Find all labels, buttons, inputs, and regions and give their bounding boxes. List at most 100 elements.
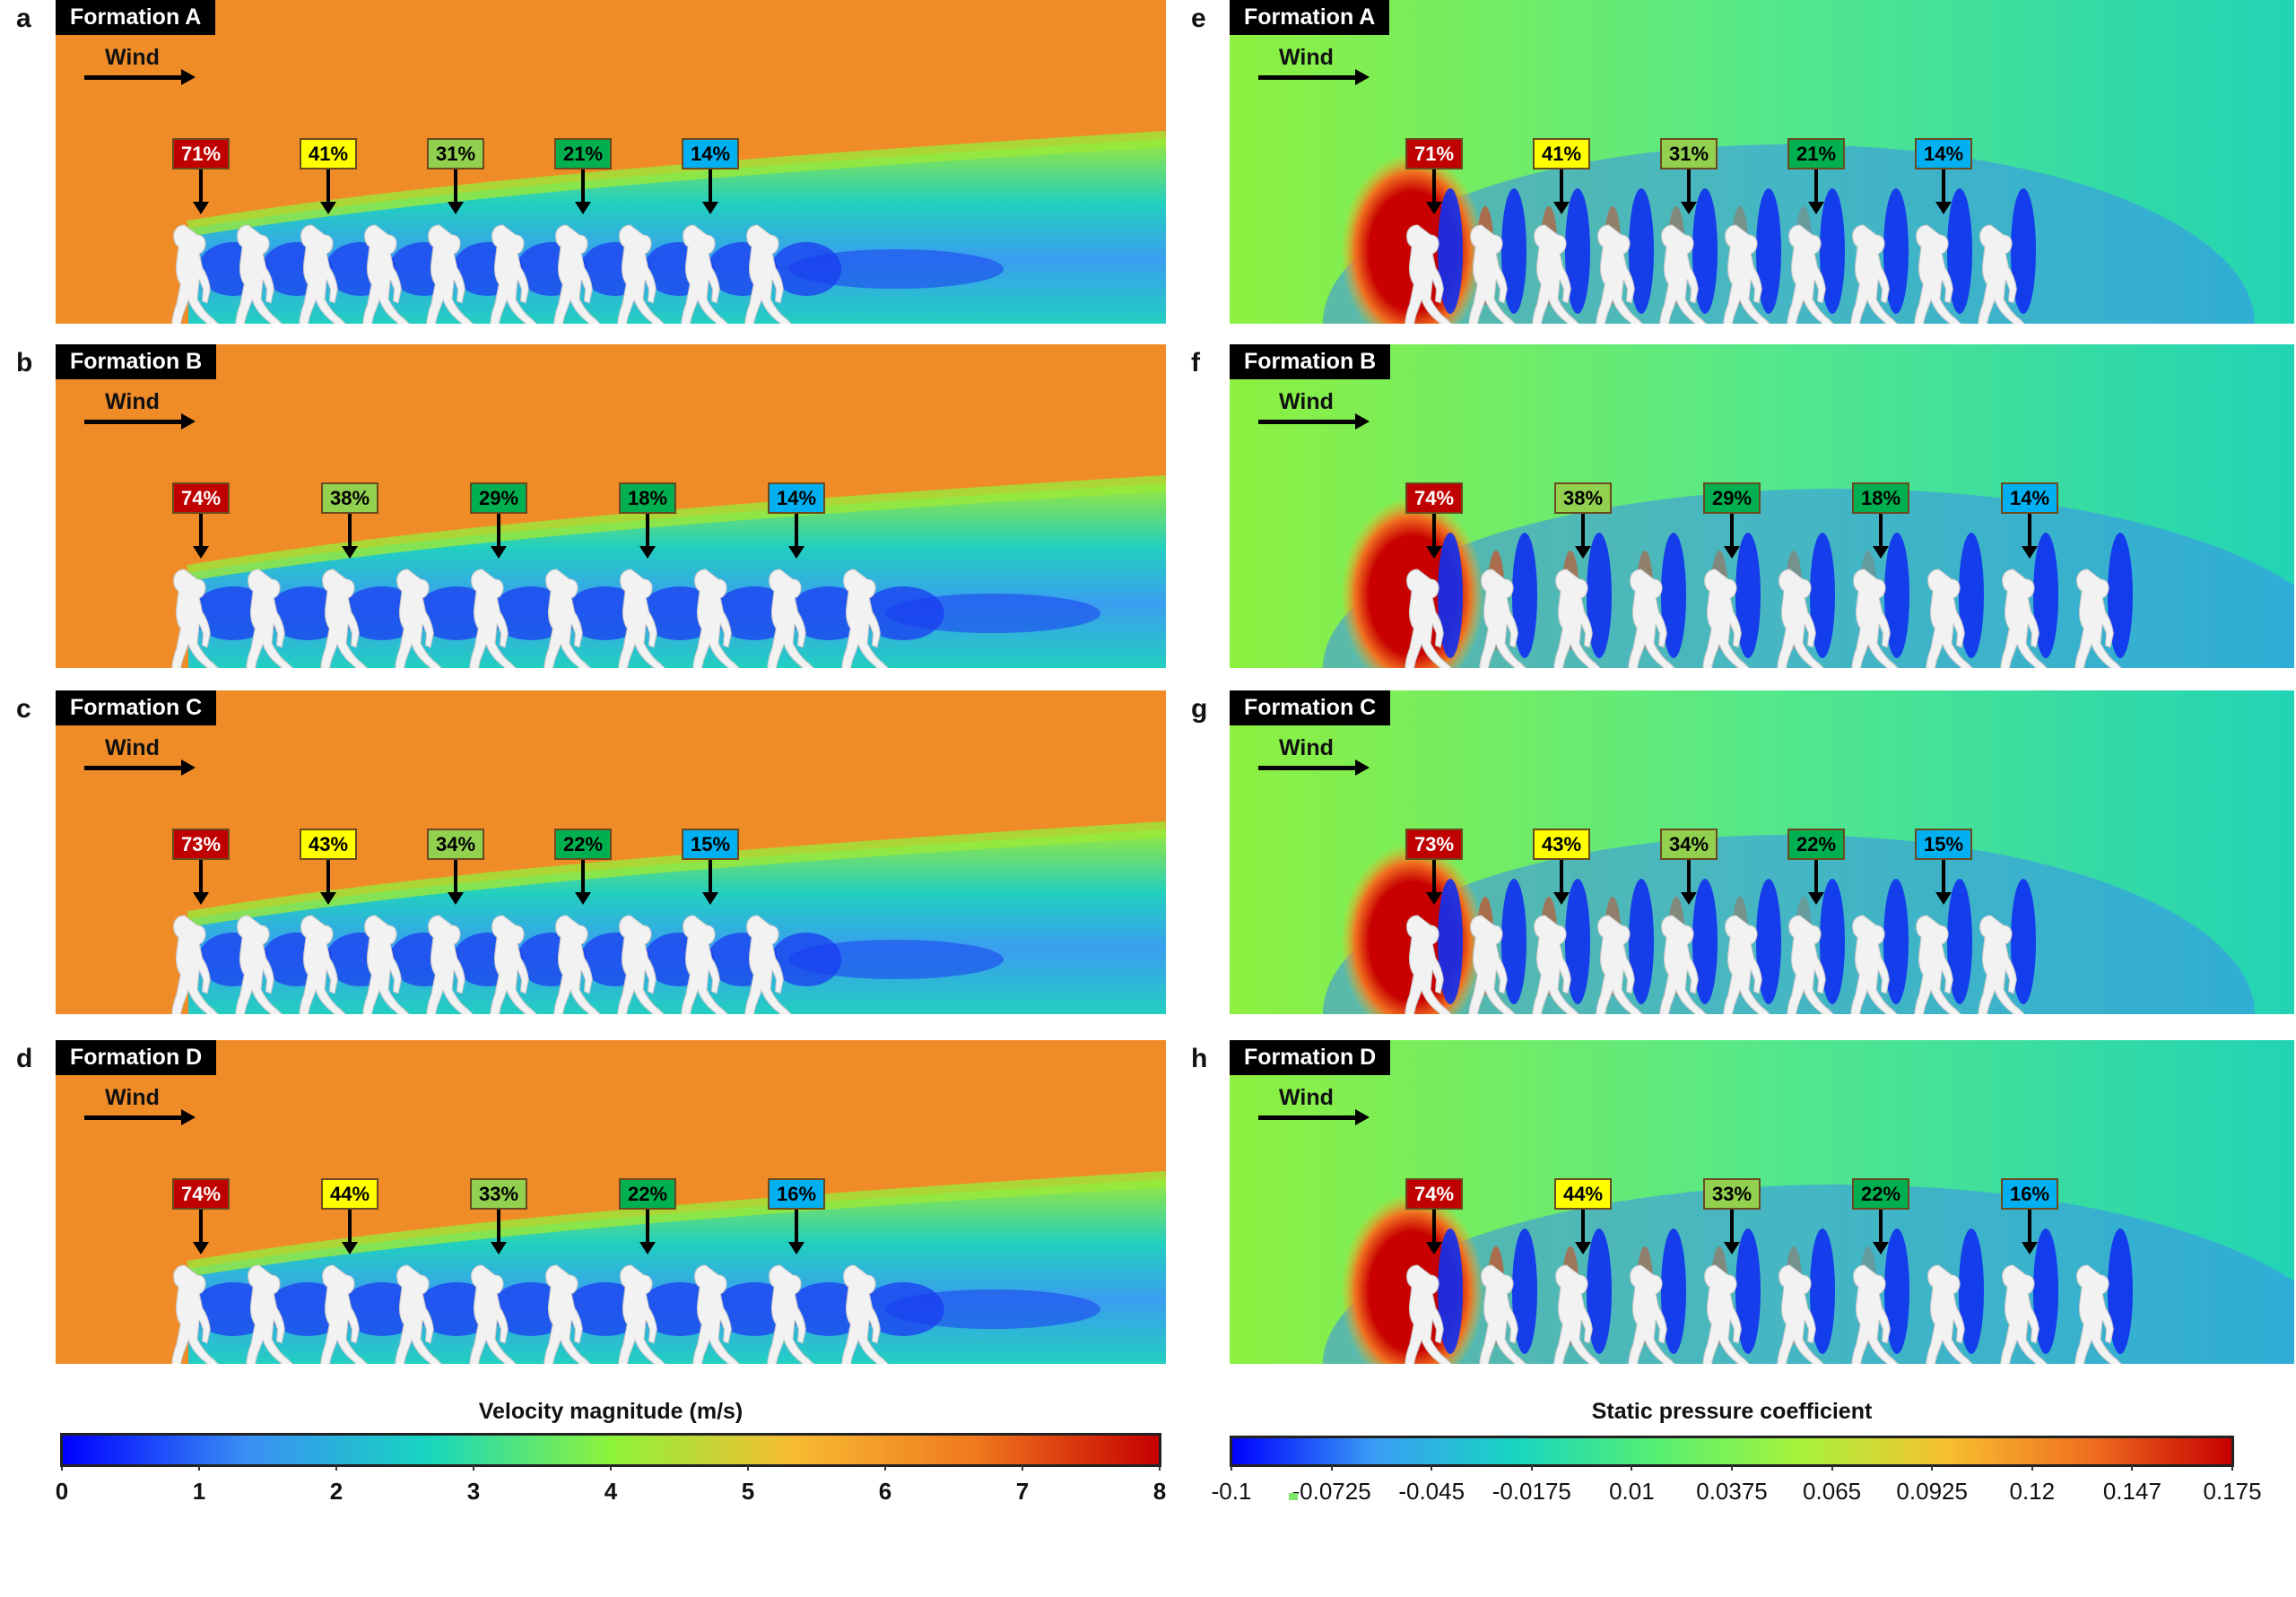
velocity-colorbar-tick (610, 1465, 612, 1471)
drag-reduction-tag: 18% (619, 482, 676, 514)
pressure-field-plot (1230, 690, 2294, 1014)
down-arrow-icon (1553, 169, 1570, 214)
drag-reduction-tag: 74% (1405, 482, 1463, 514)
suction-zone (2011, 188, 2036, 314)
velocity-field-plot (56, 344, 1166, 668)
suction-zone (1501, 188, 1526, 314)
down-arrow-icon (1935, 860, 1952, 905)
panel-letter: h (1191, 1044, 1208, 1073)
suction-zone (1884, 533, 1909, 658)
suction-zone (1438, 533, 1463, 658)
formation-label: Formation D (56, 1040, 217, 1075)
runner-figure (2074, 568, 2122, 668)
formation-label: Formation B (1230, 344, 1391, 379)
runner-figure (1702, 1264, 1750, 1364)
runner-figure (1553, 1264, 1601, 1364)
drag-reduction-tag: 15% (682, 829, 739, 860)
pressure-colorbar-tick-label: -0.1 (1211, 1478, 1252, 1505)
runner-figure (1850, 915, 1898, 1014)
pressure-colorbar-tick (1831, 1465, 1833, 1471)
panel-letter: e (1191, 4, 1206, 33)
runner-figure (320, 1264, 368, 1364)
down-arrow-icon (1426, 514, 1442, 559)
drag-reduction-tag: 73% (172, 829, 230, 860)
velocity-colorbar-tick-label: 7 (1015, 1478, 1030, 1505)
pressure-colorbar-gradient (1230, 1436, 2234, 1467)
runner-figure (1787, 224, 1834, 324)
velocity-colorbar-tick-label: 0 (55, 1478, 69, 1505)
wind-arrow-icon (84, 413, 196, 430)
pressure-colorbar-tick-label: -0.0725 (1292, 1478, 1371, 1505)
down-arrow-icon (1426, 169, 1442, 214)
drag-reduction-tag: 14% (768, 482, 825, 514)
velocity-colorbar-title: Velocity magnitude (m/s) (478, 1399, 744, 1424)
velocity-colorbar-tick (1159, 1465, 1161, 1471)
runner-figure (171, 915, 219, 1014)
velocity-colorbar-tick-label: 1 (192, 1478, 206, 1505)
pressure-colorbar-tick (1330, 1465, 1333, 1471)
pressure-colorbar-tick (1431, 1465, 1433, 1471)
velocity-colorbar-tick-label: 8 (1152, 1478, 1167, 1505)
runner-figure (618, 1264, 665, 1364)
suction-zone (1735, 533, 1761, 658)
pressure-colorbar-tick-label: -0.045 (1398, 1478, 1465, 1505)
panel-g: Formation C Wind 73% 43% 34% 22% 15% (1230, 690, 2294, 1014)
down-arrow-icon (1426, 860, 1442, 905)
down-arrow-icon (1935, 169, 1952, 214)
drag-reduction-tag: 74% (172, 1178, 230, 1210)
pressure-colorbar-tick-label: 0.0375 (1696, 1478, 1768, 1505)
runner-figure (553, 224, 601, 324)
drag-reduction-tag: 22% (1852, 1178, 1909, 1210)
suction-zone (1661, 1228, 1686, 1354)
suction-zone (1735, 1228, 1761, 1354)
suction-zone (1587, 533, 1612, 658)
down-arrow-icon (702, 169, 718, 214)
runner-figure (1914, 915, 1961, 1014)
down-arrow-icon (491, 1210, 507, 1254)
wind-label: Wind (1279, 735, 1334, 760)
runner-figure (426, 224, 474, 324)
runner-figure (490, 224, 537, 324)
velocity-colorbar-tick-label: 4 (604, 1478, 618, 1505)
pressure-field-plot (1230, 0, 2294, 324)
velocity-colorbar-tick (884, 1465, 886, 1471)
velocity-field-plot (56, 690, 1166, 1014)
pressure-colorbar-tick-label: 0.175 (2203, 1478, 2262, 1505)
pressure-colorbar-tick (2031, 1465, 2033, 1471)
runner-figure (1405, 1264, 1452, 1364)
drag-reduction-tag: 29% (470, 482, 527, 514)
velocity-colorbar-tick-label: 5 (741, 1478, 755, 1505)
runner-figure (1659, 915, 1707, 1014)
velocity-colorbar-tick (61, 1465, 63, 1471)
runner-figure (1532, 224, 1579, 324)
suction-zone (1565, 879, 1590, 1004)
runner-figure (1702, 568, 1750, 668)
down-arrow-icon (448, 169, 464, 214)
drag-reduction-tag: 22% (619, 1178, 676, 1210)
formation-label: Formation A (1230, 0, 1390, 35)
runner-figure (1914, 224, 1961, 324)
suction-zone (1438, 1228, 1463, 1354)
runner-figure (1659, 224, 1707, 324)
suction-zone (1947, 879, 1972, 1004)
runner-figure (362, 915, 410, 1014)
panel-f: Formation B Wind 74% 38% 29% 18% 14% (1230, 344, 2294, 668)
velocity-colorbar-tick-label: 6 (878, 1478, 892, 1505)
panel-c: Formation C Wind 73% 43% 34% 22% 15% (56, 690, 1166, 1014)
runner-figure (744, 224, 792, 324)
pressure-colorbar-tick-label: 0.12 (2009, 1478, 2056, 1505)
suction-zone (1501, 879, 1526, 1004)
velocity-colorbar-tick-label: 3 (466, 1478, 481, 1505)
runner-figure (618, 568, 665, 668)
velocity-field-plot (56, 1040, 1166, 1364)
panel-h: Formation D Wind 74% 44% 33% 22% 16% (1230, 1040, 2294, 1364)
stray-marker (1289, 1493, 1298, 1500)
down-arrow-icon (2022, 514, 2038, 559)
pressure-field-plot (1230, 344, 2294, 668)
pressure-colorbar-tick-label: -0.0175 (1492, 1478, 1571, 1505)
down-arrow-icon (2022, 1210, 2038, 1254)
runner-figure (490, 915, 537, 1014)
panel-a: Formation A Wind 71% 41% 31% 21% 14% (56, 0, 1166, 324)
down-arrow-icon (1724, 1210, 1740, 1254)
runner-figure (1850, 224, 1898, 324)
